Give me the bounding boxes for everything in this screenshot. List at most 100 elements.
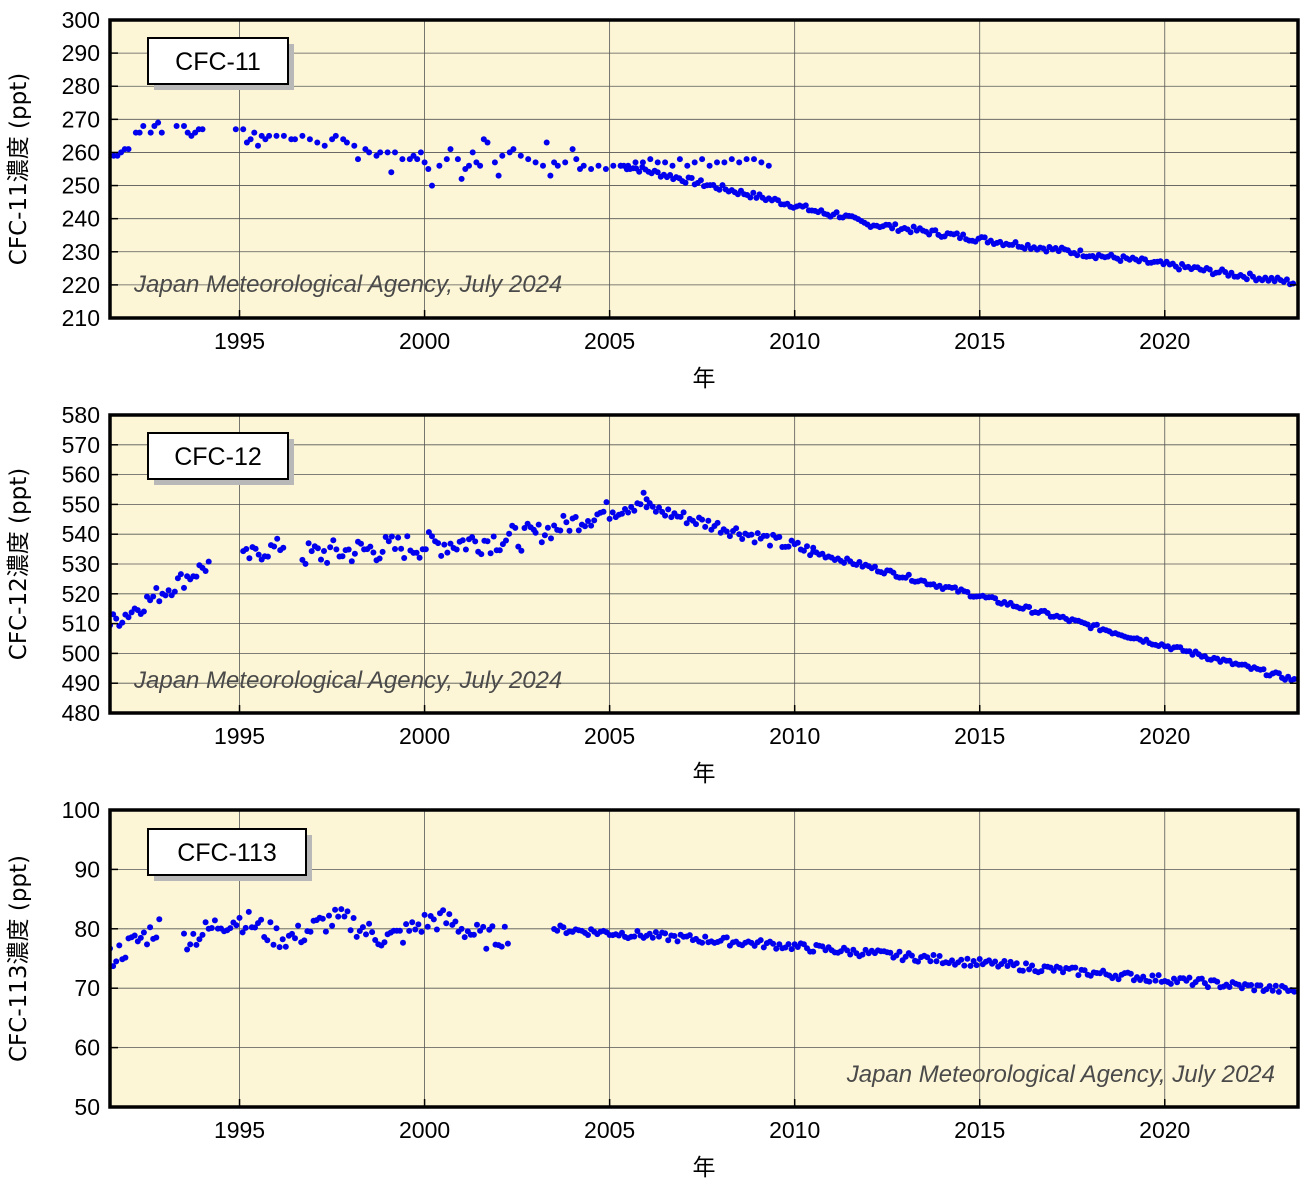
data-point [363,931,369,938]
data-point [255,551,262,558]
data-point [671,933,678,939]
data-point [736,531,743,538]
data-point [227,925,234,932]
data-point [208,925,215,931]
data-point [802,202,809,209]
data-point [933,958,940,965]
data-point [273,132,280,139]
data-point [896,948,903,955]
data-point [199,126,206,133]
data-point [1127,970,1134,977]
data-point [416,554,423,561]
data-point [560,924,567,931]
x-tick-label: 2015 [954,1117,1005,1143]
data-point [721,159,728,166]
data-point [177,571,184,578]
data-point [754,530,761,537]
data-point [518,547,525,554]
data-point [433,926,440,933]
data-point [318,556,324,563]
data-point [964,955,971,962]
data-point [232,126,239,133]
data-point [353,933,360,940]
data-point [355,156,361,163]
data-point [401,555,408,561]
y-axis-title: CFC-11濃度 (ppt) [6,73,32,265]
data-point [406,927,413,934]
data-point [1081,967,1088,974]
data-point [961,962,968,969]
data-point [1174,979,1181,986]
y-tick-label: 580 [62,402,100,428]
data-point [631,507,638,514]
data-point [936,953,943,959]
data-point [647,156,654,163]
data-point [1243,276,1250,283]
data-point [927,958,934,965]
data-point [489,923,496,930]
data-point [484,538,491,545]
data-point [560,512,567,519]
data-point [662,930,669,937]
y-tick-label: 550 [62,491,100,517]
data-point [691,159,698,166]
data-point [1075,972,1082,979]
data-point [1238,985,1245,992]
data-point [800,547,807,554]
data-point [512,524,519,531]
data-point [557,527,564,534]
x-axis-title: 年 [693,1155,716,1181]
data-point [398,545,405,552]
data-point [412,926,419,933]
x-tick-label: 2015 [954,328,1005,354]
data-point [425,166,432,172]
data-point [1074,252,1081,259]
data-point [747,194,754,201]
y-tick-label: 570 [62,432,100,458]
data-point [372,937,379,943]
data-point [430,916,437,923]
data-point [535,521,542,528]
data-point [153,585,160,591]
data-point [515,543,522,550]
y-tick-label: 270 [62,106,100,132]
data-point [889,225,896,232]
data-point [306,136,313,143]
y-tick-label: 80 [74,916,100,942]
y-tick-label: 250 [62,173,100,199]
data-point [634,928,641,934]
data-point [243,546,250,552]
data-point [236,914,243,921]
data-point [776,941,783,948]
data-point [699,516,706,523]
data-point [466,162,472,169]
data-point [314,139,321,146]
data-point [211,917,218,924]
data-point [295,922,302,929]
data-point [602,166,609,172]
data-point [960,231,967,238]
data-point [462,546,469,553]
data-point [682,179,689,186]
y-tick-label: 490 [62,670,100,696]
data-points [110,119,1297,288]
data-point [636,168,643,175]
data-point [289,930,295,937]
data-point [1012,239,1019,246]
data-point [385,538,392,545]
data-point [1093,621,1100,628]
x-tick-label: 2020 [1139,723,1190,749]
data-point [748,531,755,538]
data-point [388,169,395,176]
data-point [202,919,209,926]
data-point [1206,266,1213,273]
data-point [367,543,374,550]
data-point [122,954,129,961]
data-points [110,489,1298,684]
data-point [532,529,539,536]
data-point [421,159,428,166]
data-point [726,533,733,540]
y-tick-label: 290 [62,40,100,66]
data-point [239,929,246,936]
data-point [841,559,847,566]
